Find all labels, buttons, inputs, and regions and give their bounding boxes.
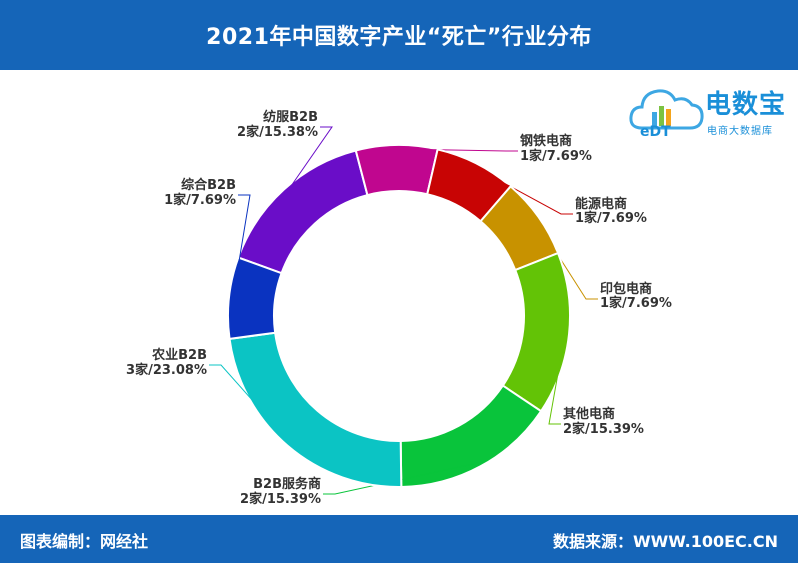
leader-line (323, 462, 479, 495)
slice-value-label: 1家/7.69% (600, 295, 672, 311)
donut-slice (399, 384, 543, 488)
donut-slice (227, 256, 283, 340)
title-bar: 2021年中国数字产业“死亡”行业分布 (0, 0, 798, 70)
slice-label: 农业B2B (151, 347, 207, 363)
leader-line (232, 194, 251, 299)
slice-label: 能源电商 (575, 196, 627, 212)
donut-slice (228, 331, 403, 488)
leader-line (474, 166, 573, 215)
logo-tagline: 电商大数据库 (707, 126, 773, 137)
logo-brand: 电数宝 (705, 90, 787, 120)
slice-value-label: 2家/15.39% (240, 491, 321, 507)
donut-slice (354, 144, 439, 197)
footer-bar: 图表编制：网经社 数据来源：WWW.100EC.CN (0, 515, 798, 563)
logo: eDT 电数宝 电商大数据库 (628, 78, 793, 140)
leader-line (209, 364, 291, 443)
slice-value-label: 1家/7.69% (164, 192, 236, 208)
slice-value-label: 3家/23.08% (126, 362, 207, 378)
slice-value-label: 2家/15.39% (563, 421, 644, 437)
slice-label: 钢铁电商 (520, 133, 572, 149)
donut-chart: 纺服B2B2家/15.38%钢铁电商1家/7.69%能源电商1家/7.69%印包… (126, 109, 672, 507)
footer-source: 数据来源：WWW.100EC.CN (552, 532, 778, 551)
leader-line (548, 333, 566, 425)
slice-label: 印包电商 (600, 281, 652, 297)
footer-credit: 图表编制：网经社 (20, 532, 149, 551)
cloud-logo-icon: eDT (629, 89, 704, 140)
leader-line (396, 148, 518, 152)
slice-value-label: 1家/7.69% (520, 148, 592, 164)
chart-title: 2021年中国数字产业“死亡”行业分布 (206, 25, 592, 50)
leader-line (286, 126, 333, 193)
slice-value-label: 1家/7.69% (575, 210, 647, 226)
slice-label: 纺服B2B (263, 109, 318, 125)
slice-label: 综合B2B (181, 177, 236, 193)
logo-icon-text: eDT (640, 124, 671, 140)
donut-slice (501, 251, 571, 413)
slice-label: B2B服务商 (253, 476, 321, 492)
leader-line (534, 218, 598, 300)
slice-label: 其他电商 (563, 406, 615, 422)
slice-value-label: 2家/15.38% (237, 124, 318, 140)
